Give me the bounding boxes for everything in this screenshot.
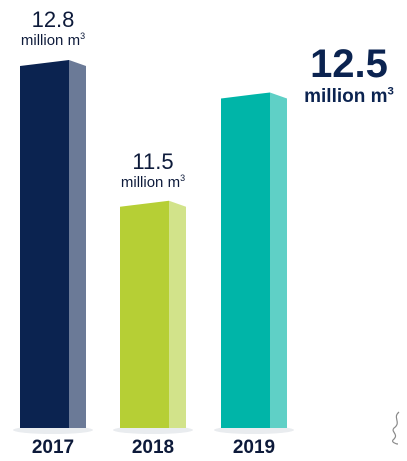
value-unit: million m3 <box>20 31 86 49</box>
value-label-2018: 11.5 million m3 <box>98 148 208 191</box>
year-label-2018: 2018 <box>131 437 175 458</box>
year-label-2017: 2017 <box>31 437 75 458</box>
decorative-squiggle-icon <box>391 411 400 445</box>
value-unit: million m3 <box>304 85 394 107</box>
year-label-2019: 2019 <box>232 437 276 458</box>
bar-side-2017 <box>69 60 86 428</box>
bar-side-2019 <box>270 92 287 429</box>
bar-front-2019 <box>221 92 270 429</box>
bar-side-2018 <box>169 200 186 428</box>
bar-front-2018 <box>120 200 169 428</box>
bar-front-2017 <box>20 60 69 428</box>
value-number: 12.5 <box>310 42 388 86</box>
value-number: 12.8 <box>31 7 75 32</box>
value-number: 11.5 <box>132 148 174 174</box>
value-label-2019: 12.5 million m3 <box>291 44 407 106</box>
value-label-2017: 12.8 million m3 <box>0 7 108 49</box>
value-unit: million m3 <box>120 172 186 191</box>
